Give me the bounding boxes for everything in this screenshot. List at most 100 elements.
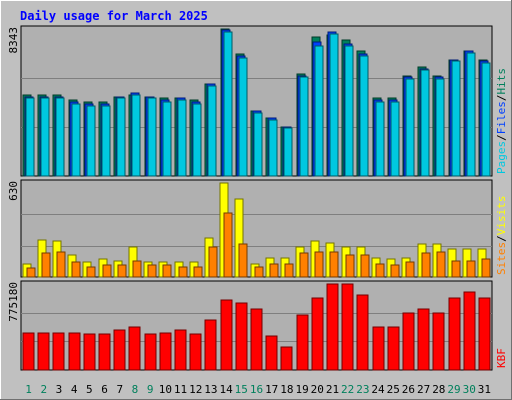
x-tick-label-day-4: 4 bbox=[71, 383, 78, 396]
bar-kbytes-day-6 bbox=[98, 333, 111, 371]
bar-kbytes-day-27 bbox=[417, 308, 430, 371]
bar-pages-day-11 bbox=[177, 99, 187, 177]
legend-label: Visits bbox=[495, 196, 508, 236]
bar-kbytes-day-19 bbox=[296, 314, 309, 371]
bar-sites-day-12 bbox=[193, 266, 203, 278]
x-tick-label-day-19: 19 bbox=[295, 383, 308, 396]
x-tick-label-day-12: 12 bbox=[189, 383, 202, 396]
bar-kbytes-day-21 bbox=[326, 283, 339, 371]
bar-kbytes-day-17 bbox=[265, 335, 278, 371]
bar-sites-day-23 bbox=[360, 254, 370, 278]
bar-sites-day-15 bbox=[238, 243, 248, 278]
bar-kbytes-day-29 bbox=[448, 297, 461, 371]
bar-sites-day-10 bbox=[162, 264, 172, 278]
bar-sites-day-4 bbox=[71, 261, 81, 278]
bar-kbytes-day-10 bbox=[159, 332, 172, 371]
bar-sites-day-17 bbox=[269, 263, 279, 278]
bar-kbytes-day-18 bbox=[280, 346, 293, 371]
bar-pages-day-23 bbox=[359, 55, 369, 177]
legend-label: Pages bbox=[495, 141, 508, 174]
bar-sites-day-19 bbox=[299, 252, 309, 278]
legend-label: Files bbox=[495, 101, 508, 134]
bar-pages-day-5 bbox=[86, 105, 96, 177]
legend-label: KB bbox=[495, 354, 508, 368]
bar-pages-day-14 bbox=[223, 31, 233, 177]
chart-title: Daily usage for March 2025 bbox=[20, 9, 208, 23]
legend-label: Sites bbox=[495, 242, 508, 275]
x-tick-label-day-22: 22 bbox=[341, 383, 354, 396]
bar-kbytes-day-24 bbox=[372, 326, 385, 371]
bar-sites-day-26 bbox=[405, 261, 415, 278]
bar-kbytes-day-26 bbox=[402, 312, 415, 371]
bar-pages-day-21 bbox=[329, 33, 339, 177]
bar-pages-day-27 bbox=[420, 69, 430, 177]
panel-hits-files-pages-ymax-label: 8343 bbox=[7, 27, 20, 54]
bar-pages-day-31 bbox=[481, 62, 491, 177]
bar-kbytes-day-16 bbox=[250, 308, 263, 371]
bar-kbytes-day-8 bbox=[128, 326, 141, 371]
bar-sites-day-2 bbox=[41, 252, 51, 278]
bar-kbytes-day-30 bbox=[463, 291, 476, 371]
bar-kbytes-day-5 bbox=[83, 333, 96, 371]
bar-pages-day-8 bbox=[131, 94, 141, 177]
bar-sites-day-29 bbox=[451, 260, 461, 278]
bar-pages-day-22 bbox=[344, 45, 354, 177]
legend-label: / bbox=[495, 134, 508, 141]
bar-pages-day-12 bbox=[192, 103, 202, 177]
bar-kbytes-day-15 bbox=[235, 302, 248, 371]
legend-label: / bbox=[495, 235, 508, 242]
bar-sites-day-18 bbox=[284, 263, 294, 278]
bar-pages-day-20 bbox=[314, 45, 324, 177]
panel-visits-sites-legend: Sites/Visits bbox=[495, 196, 508, 276]
bar-sites-day-21 bbox=[329, 251, 339, 278]
x-tick-label-day-2: 2 bbox=[40, 383, 47, 396]
bar-sites-day-25 bbox=[390, 264, 400, 278]
bar-sites-day-6 bbox=[102, 264, 112, 278]
x-tick-label-day-17: 17 bbox=[265, 383, 278, 396]
bar-sites-day-3 bbox=[56, 251, 66, 278]
panel-visits-sites-ymax-label: 630 bbox=[7, 181, 20, 201]
bar-kbytes-day-14 bbox=[220, 299, 233, 371]
bar-sites-day-30 bbox=[466, 260, 476, 278]
bar-pages-day-26 bbox=[405, 78, 415, 177]
bar-kbytes-day-2 bbox=[37, 332, 50, 371]
bar-kbytes-day-28 bbox=[432, 312, 445, 371]
bar-pages-day-9 bbox=[147, 97, 157, 177]
x-tick-label-day-29: 29 bbox=[447, 383, 460, 396]
x-tick-label-day-27: 27 bbox=[417, 383, 430, 396]
bar-kbytes-day-9 bbox=[144, 333, 157, 371]
panel-kbytes-ymax-label: 775180 bbox=[7, 282, 20, 322]
bar-kbytes-day-25 bbox=[387, 326, 400, 371]
bar-kbytes-day-4 bbox=[68, 332, 81, 371]
legend-label: F bbox=[495, 348, 508, 355]
bar-sites-day-9 bbox=[147, 264, 157, 278]
bar-pages-day-24 bbox=[375, 101, 385, 177]
bar-sites-day-16 bbox=[254, 266, 264, 278]
x-tick-label-day-3: 3 bbox=[56, 383, 63, 396]
bar-pages-day-3 bbox=[55, 97, 65, 177]
bar-sites-day-22 bbox=[345, 254, 355, 278]
bar-kbytes-day-20 bbox=[311, 297, 324, 371]
x-tick-label-day-11: 11 bbox=[174, 383, 187, 396]
bar-pages-day-19 bbox=[299, 76, 309, 177]
bar-sites-day-1 bbox=[26, 267, 36, 278]
x-tick-label-day-15: 15 bbox=[235, 383, 248, 396]
legend-label: / bbox=[495, 95, 508, 102]
bar-pages-day-2 bbox=[40, 97, 50, 177]
panel-hits-files-pages-legend: Pages/Files/Hits bbox=[495, 68, 508, 174]
bar-pages-day-1 bbox=[25, 97, 35, 177]
x-tick-label-day-21: 21 bbox=[326, 383, 339, 396]
bar-kbytes-day-1 bbox=[22, 332, 35, 371]
bar-kbytes-day-13 bbox=[204, 319, 217, 371]
bar-pages-day-6 bbox=[101, 105, 111, 177]
panel-kbytes-legend: KBF bbox=[495, 348, 508, 368]
bar-pages-day-4 bbox=[71, 103, 81, 177]
bar-pages-day-30 bbox=[466, 52, 476, 177]
x-tick-label-day-7: 7 bbox=[116, 383, 123, 396]
bar-sites-day-20 bbox=[314, 251, 324, 278]
bar-kbytes-day-7 bbox=[113, 329, 126, 371]
x-tick-label-day-26: 26 bbox=[402, 383, 415, 396]
x-tick-label-day-13: 13 bbox=[204, 383, 217, 396]
